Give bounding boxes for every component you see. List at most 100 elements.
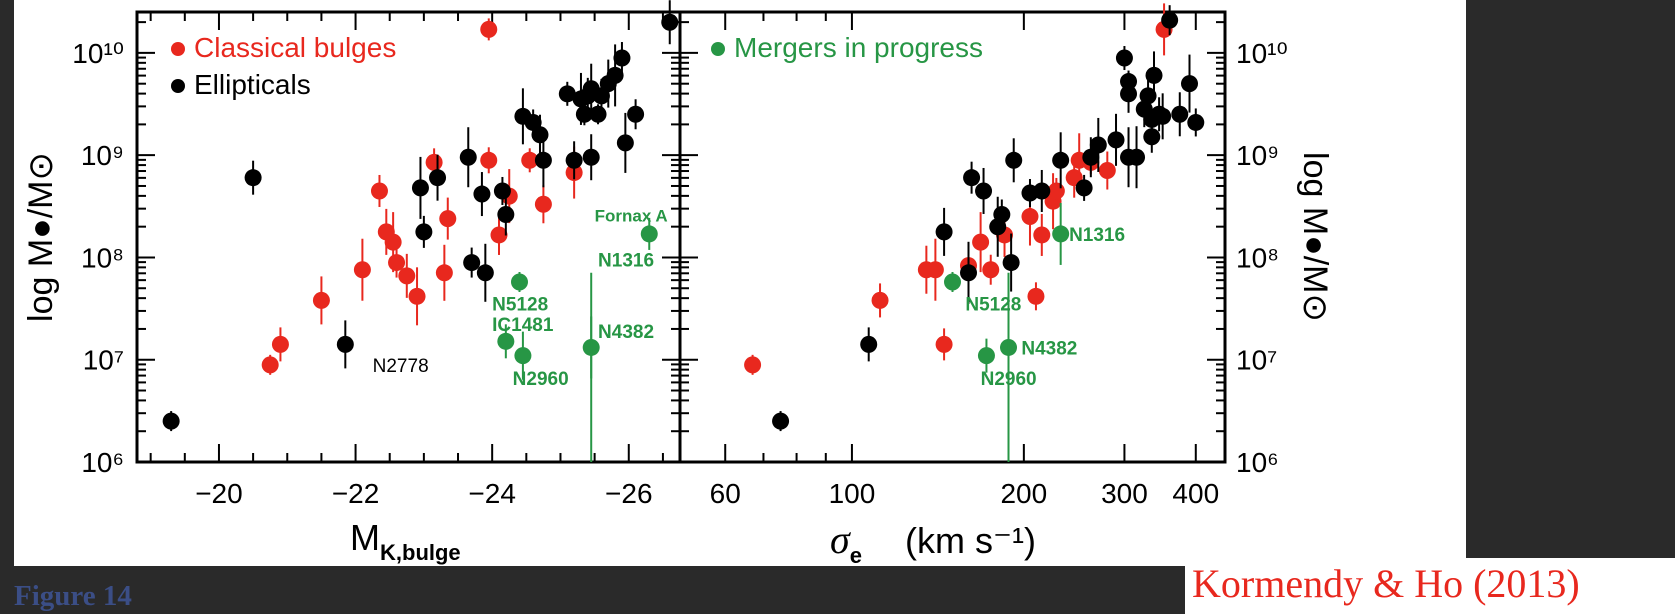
y-tick-label: 10⁶: [1236, 447, 1279, 478]
data-point: [497, 332, 515, 350]
data-point: [565, 151, 583, 169]
legend-label: Ellipticals: [194, 69, 311, 100]
data-point: [606, 66, 624, 84]
x-tick-label: 100: [829, 478, 876, 509]
annotation-label: N5128: [965, 294, 1021, 315]
y-tick-label: 10⁶: [81, 447, 124, 478]
x-tick-label: 400: [1172, 478, 1219, 509]
chart-panel-2: 60 100 200 300 400 10⁶ 10⁷ 10⁸ 10⁹ 10¹⁰ N5128 N2960…: [678, 3, 1288, 509]
data-point: [982, 261, 1000, 279]
data-point: [463, 254, 481, 272]
data-point: [370, 182, 388, 200]
data-point: [244, 169, 262, 187]
data-point: [353, 261, 371, 279]
data-point: [521, 151, 539, 169]
data-point: [1181, 75, 1199, 93]
data-point: [476, 264, 494, 282]
data-point: [935, 223, 953, 241]
y-tick-label: 10⁸: [1236, 242, 1279, 273]
data-point: [271, 335, 289, 353]
y-tick-label: 10⁹: [81, 140, 124, 171]
data-point: [1187, 113, 1205, 131]
data-point: [534, 151, 552, 169]
data-point: [1089, 136, 1107, 154]
data-point: [977, 347, 995, 365]
x-tick-label: −22: [332, 478, 380, 509]
data-point: [425, 153, 443, 171]
data-point: [531, 126, 549, 144]
y-tick-label: 10⁹: [1236, 140, 1279, 171]
data-point: [627, 105, 645, 123]
data-point: [1171, 105, 1189, 123]
data-point: [415, 223, 433, 241]
data-point: [534, 195, 552, 213]
data-point: [589, 105, 607, 123]
legend-marker: [171, 79, 185, 93]
data-point: [1075, 179, 1093, 197]
y-tick-label: 10⁷: [83, 345, 124, 376]
data-point: [1027, 287, 1045, 305]
data-point: [435, 264, 453, 282]
data-point: [975, 182, 993, 200]
data-point: [1033, 226, 1051, 244]
data-point: [963, 169, 981, 187]
data-point: [1143, 128, 1161, 146]
data-point: [640, 225, 658, 243]
legend-label: Mergers in progress: [734, 32, 983, 63]
legend-marker: [171, 42, 185, 56]
x-tick-label: −24: [468, 478, 516, 509]
data-point: [1120, 73, 1138, 91]
y-axis-label-right: log M●/M⊙: [1296, 152, 1334, 322]
data-point: [582, 148, 600, 166]
data-point: [1047, 182, 1065, 200]
data-point: [162, 412, 180, 430]
annotation-label: N2960: [981, 369, 1037, 390]
data-point: [1002, 254, 1020, 272]
data-point: [558, 85, 576, 103]
data-point: [408, 287, 426, 305]
data-point: [744, 356, 762, 374]
legend-marker: [711, 42, 725, 56]
data-point: [1120, 148, 1138, 166]
x-tick-label: −20: [195, 478, 243, 509]
annotation-label: N2960: [513, 369, 569, 390]
data-point: [1082, 148, 1100, 166]
annotation-label: N2778: [373, 356, 429, 377]
data-point: [312, 291, 330, 309]
data-point: [1098, 162, 1116, 180]
y-tick-label: 10⁷: [1236, 345, 1277, 376]
data-point: [510, 273, 528, 291]
y-tick-label: 10⁸: [81, 242, 124, 273]
data-point: [514, 347, 532, 365]
annotation-label: N1316: [598, 251, 654, 272]
x-axis-label: MK,bulge: [350, 517, 461, 565]
data-point: [490, 226, 508, 244]
data-point: [935, 335, 953, 353]
data-point: [388, 254, 406, 272]
data-point: [661, 13, 679, 31]
x-axis-label-subscript: K,bulge: [380, 540, 461, 565]
annotation-label: N5128: [492, 294, 548, 315]
x-tick-label: 300: [1101, 478, 1148, 509]
data-point: [439, 210, 457, 228]
data-point: [926, 261, 944, 279]
data-point: [473, 185, 491, 203]
x-tick-label: −26: [605, 478, 653, 509]
data-point: [616, 134, 634, 152]
x-tick-label: 60: [710, 478, 741, 509]
data-point: [1005, 151, 1023, 169]
data-point: [871, 291, 889, 309]
data-point: [860, 335, 878, 353]
data-point: [1115, 49, 1133, 67]
data-point: [261, 356, 279, 374]
data-point: [1145, 66, 1163, 84]
data-point: [1033, 182, 1051, 200]
data-point: [459, 148, 477, 166]
annotation-label: IC1481: [492, 315, 554, 336]
x-tick-label: 200: [1000, 478, 1047, 509]
data-point: [429, 169, 447, 187]
plot-frame: [678, 10, 1227, 464]
citation-credit: Kormendy & Ho (2013): [1192, 561, 1580, 606]
data-point: [336, 335, 354, 353]
annotation-label: N4382: [598, 322, 654, 343]
